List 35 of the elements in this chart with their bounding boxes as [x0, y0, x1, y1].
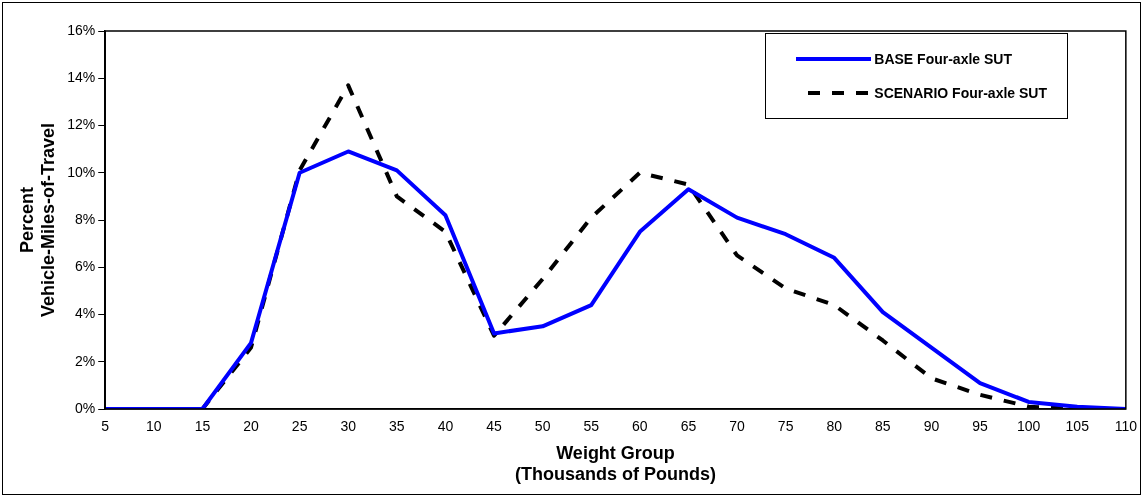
- y-tick-label: 0%: [74, 399, 96, 416]
- x-tick-label: 45: [486, 418, 503, 435]
- y-tick-label: 8%: [74, 210, 96, 227]
- legend-label: SCENARIO Four-axle SUT: [874, 85, 1047, 101]
- x-tick-label: 105: [1065, 418, 1090, 435]
- y-tick-label: 14%: [67, 69, 96, 86]
- x-tick-label: 5: [101, 418, 110, 435]
- x-tick-label: 70: [729, 418, 746, 435]
- x-tick-label: 95: [972, 418, 989, 435]
- x-tick-label: 100: [1016, 418, 1041, 435]
- x-tick-label: 25: [291, 418, 308, 435]
- x-tick-label: 110: [1114, 418, 1138, 435]
- legend-label: BASE Four-axle SUT: [874, 51, 1012, 67]
- x-tick-label: 30: [340, 418, 357, 435]
- y-tick-label: 16%: [67, 21, 96, 38]
- x-tick-label: 20: [243, 418, 260, 435]
- y-tick-label: 12%: [67, 116, 96, 133]
- y-tick-label: 10%: [67, 163, 96, 180]
- y-tick-label: 6%: [74, 258, 96, 275]
- x-tick-label: 35: [389, 418, 405, 435]
- x-tick-label: 85: [875, 418, 891, 435]
- x-tick-label: 55: [583, 418, 600, 435]
- x-tick-label: 50: [534, 418, 551, 435]
- x-tick-label: 60: [632, 418, 648, 435]
- y-tick-label: 4%: [74, 305, 96, 322]
- x-tick-label: 15: [194, 418, 211, 435]
- x-tick-label: 80: [826, 418, 843, 435]
- x-axis-title: Weight Group (Thousands of Pounds): [515, 442, 717, 485]
- x-tick-label: 65: [680, 418, 697, 435]
- x-tick-label: 90: [923, 418, 940, 435]
- y-axis-title: Percent Vehicle-Miles-of-Travel: [16, 122, 59, 318]
- y-tick-label: 2%: [74, 352, 96, 369]
- x-tick-label: 10: [146, 418, 162, 435]
- x-tick-label: 40: [437, 418, 454, 435]
- x-tick-label: 75: [777, 418, 794, 435]
